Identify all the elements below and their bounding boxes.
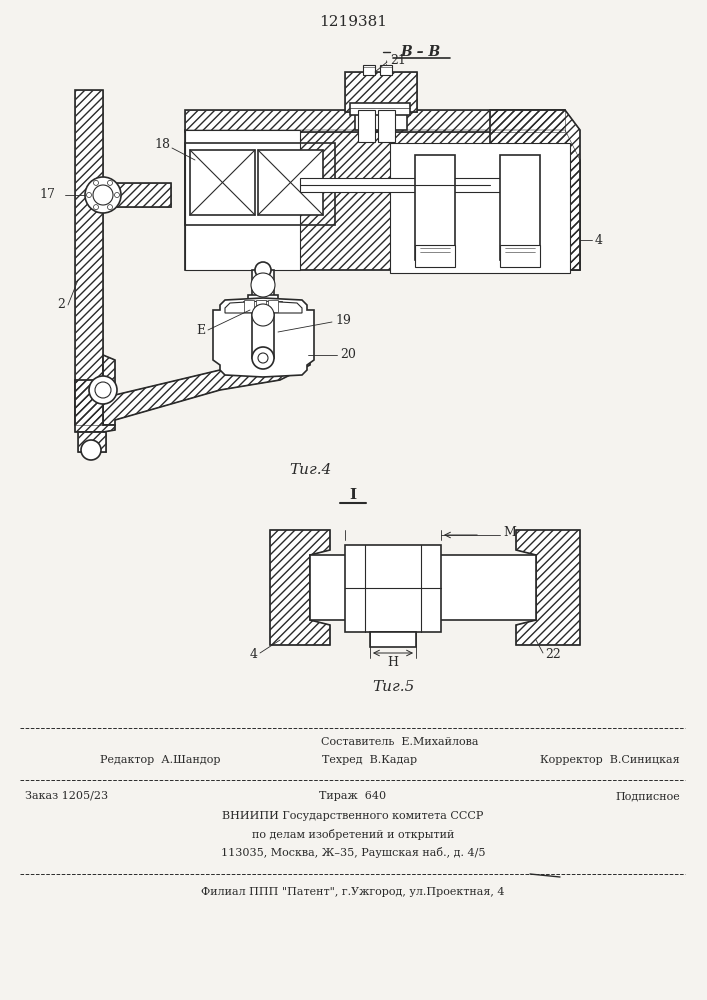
Polygon shape <box>252 310 274 358</box>
Circle shape <box>93 185 113 205</box>
Polygon shape <box>190 150 255 215</box>
Polygon shape <box>380 65 392 75</box>
Polygon shape <box>355 112 407 130</box>
Polygon shape <box>345 72 417 112</box>
Text: 19: 19 <box>335 314 351 326</box>
Polygon shape <box>244 300 254 312</box>
Polygon shape <box>225 301 302 313</box>
Text: I: I <box>349 488 356 502</box>
Polygon shape <box>500 155 540 260</box>
Text: H: H <box>387 656 399 670</box>
Polygon shape <box>252 270 274 300</box>
Text: 22: 22 <box>545 648 561 662</box>
Polygon shape <box>350 103 410 115</box>
Text: Техред  В.Кадар: Техред В.Кадар <box>322 755 418 765</box>
Polygon shape <box>185 130 300 270</box>
Circle shape <box>258 353 268 363</box>
Text: 18: 18 <box>154 138 170 151</box>
Polygon shape <box>378 110 395 142</box>
Polygon shape <box>244 302 282 310</box>
Text: по делам изобретений и открытий: по делам изобретений и открытий <box>252 828 454 840</box>
Circle shape <box>89 376 117 404</box>
Circle shape <box>252 304 274 326</box>
Polygon shape <box>258 150 323 215</box>
Polygon shape <box>516 530 580 645</box>
Text: 4: 4 <box>250 648 258 662</box>
Polygon shape <box>213 298 314 377</box>
Text: Филиал ППП "Патент", г.Ужгород, ул.Проектная, 4: Филиал ППП "Патент", г.Ужгород, ул.Проек… <box>201 887 505 897</box>
Text: 17: 17 <box>39 188 55 202</box>
Polygon shape <box>103 350 310 425</box>
Circle shape <box>93 180 98 185</box>
Text: M: M <box>503 526 516 538</box>
Text: 113035, Москва, Ж–35, Раушская наб., д. 4/5: 113035, Москва, Ж–35, Раушская наб., д. … <box>221 846 485 857</box>
Polygon shape <box>75 90 103 425</box>
Polygon shape <box>358 110 375 142</box>
Text: Τиг.5: Τиг.5 <box>372 680 414 694</box>
Text: Редактор  А.Шандор: Редактор А.Шандор <box>100 755 221 765</box>
Polygon shape <box>415 155 455 260</box>
Text: 20: 20 <box>340 349 356 361</box>
Polygon shape <box>500 245 540 267</box>
Text: Τиг.4: Τиг.4 <box>289 463 331 477</box>
Text: 21: 21 <box>390 53 406 66</box>
Circle shape <box>251 273 275 297</box>
Polygon shape <box>185 130 580 270</box>
Circle shape <box>255 262 271 278</box>
Polygon shape <box>103 183 171 207</box>
Polygon shape <box>300 178 500 192</box>
Circle shape <box>81 440 101 460</box>
Text: Заказ 1205/23: Заказ 1205/23 <box>25 791 108 801</box>
Polygon shape <box>490 110 580 270</box>
Circle shape <box>86 192 91 198</box>
Polygon shape <box>185 110 565 132</box>
Text: 4: 4 <box>595 233 603 246</box>
Circle shape <box>85 177 121 213</box>
Text: 2: 2 <box>57 298 65 312</box>
Text: Тираж  640: Тираж 640 <box>320 791 387 801</box>
Polygon shape <box>310 555 536 620</box>
Polygon shape <box>415 245 455 267</box>
Polygon shape <box>363 65 375 75</box>
Circle shape <box>107 205 112 210</box>
Polygon shape <box>78 432 106 452</box>
Text: 1219381: 1219381 <box>319 15 387 29</box>
Polygon shape <box>248 295 278 305</box>
Text: ВНИИПИ Государственного комитета СССР: ВНИИПИ Государственного комитета СССР <box>222 811 484 821</box>
Text: В – В: В – В <box>400 45 440 59</box>
Polygon shape <box>268 300 278 312</box>
Text: E: E <box>196 324 205 336</box>
Circle shape <box>252 347 274 369</box>
Text: Корректор  В.Синицкая: Корректор В.Синицкая <box>540 755 680 765</box>
Polygon shape <box>75 380 115 432</box>
Circle shape <box>107 180 112 185</box>
Circle shape <box>93 205 98 210</box>
Circle shape <box>115 192 119 198</box>
Text: Составитель  Е.Михайлова: Составитель Е.Михайлова <box>321 737 479 747</box>
Polygon shape <box>270 530 330 645</box>
Text: Подписное: Подписное <box>615 791 680 801</box>
Polygon shape <box>256 300 266 312</box>
Polygon shape <box>390 143 570 273</box>
Circle shape <box>95 382 111 398</box>
Polygon shape <box>345 545 441 632</box>
Polygon shape <box>370 632 416 647</box>
